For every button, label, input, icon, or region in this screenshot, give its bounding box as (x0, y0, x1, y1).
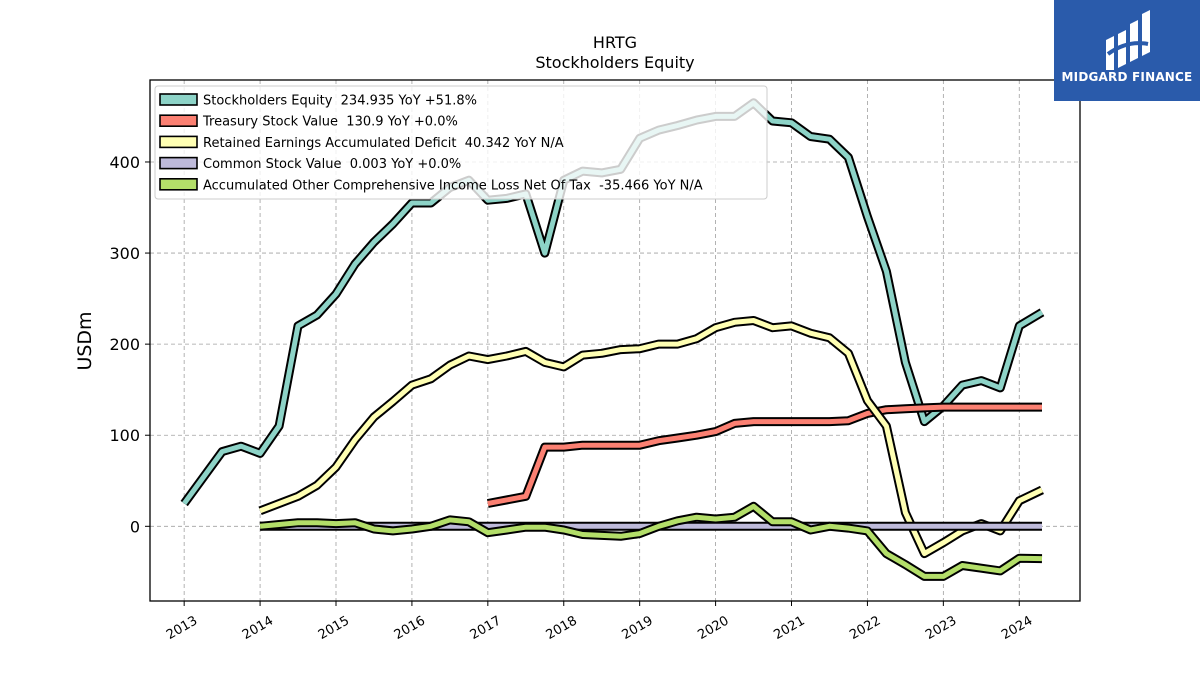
x-tick-label: 2022 (847, 613, 883, 643)
chart-title: HRTG (593, 33, 637, 52)
legend-label: Common Stock Value 0.003 YoY +0.0% (203, 157, 461, 172)
x-tick-label: 2024 (999, 613, 1035, 643)
x-tick-label: 2014 (240, 613, 276, 643)
y-axis-label: USDm (74, 311, 96, 370)
legend-label: Accumulated Other Comprehensive Income L… (203, 178, 703, 193)
legend: Stockholders Equity 234.935 YoY +51.8% Tr… (154, 85, 768, 200)
plot-frame (149, 79, 1081, 602)
x-tick-label: 2013 (164, 613, 200, 643)
x-tick-label: 2018 (544, 613, 580, 643)
legend-item: Retained Earnings Accumulated Deficit 40… (159, 135, 564, 151)
series-lines (180, 98, 1045, 581)
legend-label: Retained Earnings Accumulated Deficit 40… (203, 136, 564, 151)
series-line-outline (258, 316, 1044, 559)
legend-item: Accumulated Other Comprehensive Income L… (159, 178, 703, 193)
y-tick-label: 200 (109, 335, 140, 354)
grid (150, 80, 1080, 601)
legend-swatch (159, 135, 198, 149)
midgard-finance-logo-icon (1106, 10, 1150, 70)
legend-label: Treasury Stock Value 130.9 YoY +0.0% (202, 115, 458, 130)
brand-name: MIDGARD FINANCE (1061, 70, 1193, 84)
series-line (487, 404, 1042, 506)
y-tick-label: 400 (109, 153, 140, 172)
legend-item: Stockholders Equity 234.935 YoY +51.8% (159, 93, 477, 109)
x-tick-label: 2016 (392, 613, 428, 643)
x-tick-label: 2019 (620, 613, 656, 643)
brand-logo: MIDGARD FINANCE (1054, 0, 1200, 101)
legend-box (154, 85, 768, 200)
series-1 (486, 402, 1042, 508)
x-tick-label: 2023 (923, 613, 959, 643)
series-line-outline (259, 501, 1043, 581)
x-axis: 2013 2014 2015 2016 2017 2018 2019 2020 2021 2022… (164, 601, 1035, 643)
legend-item: Treasury Stock Value 130.9 YoY +0.0% (159, 114, 458, 130)
x-tick-label: 2021 (771, 613, 807, 643)
series-2 (258, 316, 1044, 559)
chart-subtitle: Stockholders Equity (535, 53, 694, 72)
x-tick-label: 2020 (695, 613, 731, 643)
series-line (259, 318, 1044, 557)
y-tick-label: 0 (130, 517, 140, 536)
series-line (259, 503, 1043, 579)
x-tick-label: 2015 (316, 613, 352, 643)
x-tick-label: 2017 (468, 613, 504, 643)
series-4 (259, 501, 1043, 581)
legend-swatch (159, 114, 198, 127)
legend-swatch (159, 156, 198, 170)
y-tick-label: 300 (109, 244, 140, 263)
legend-swatch (159, 178, 198, 191)
y-axis: 0 100 200 300 400 (109, 153, 150, 536)
legend-item: Common Stock Value 0.003 YoY +0.0% (159, 156, 461, 172)
legend-swatch (159, 93, 198, 106)
y-tick-label: 100 (109, 426, 140, 445)
legend-label: Stockholders Equity 234.935 YoY +51.8% (203, 94, 477, 109)
